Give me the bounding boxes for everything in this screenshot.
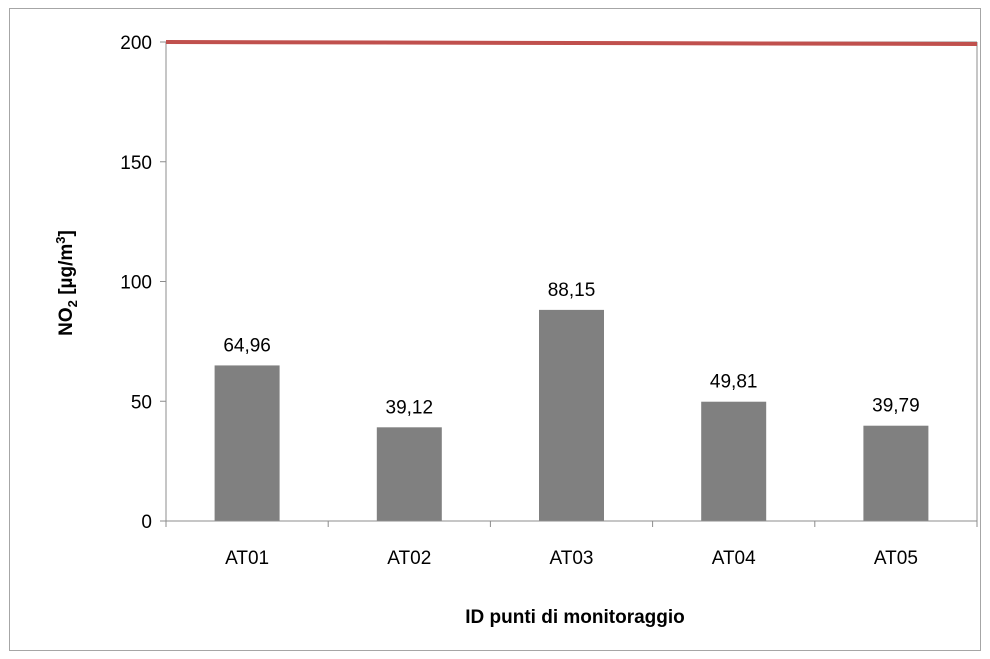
- data-label: 64,96: [223, 335, 271, 356]
- x-tick-label: AT05: [874, 548, 918, 569]
- y-tick-label: 0: [141, 512, 152, 533]
- y-axis-title-superscript: 3: [53, 237, 68, 244]
- data-label: 49,81: [710, 372, 758, 393]
- bar-at01: [214, 365, 280, 521]
- y-axis-title-unit: [µg/m: [56, 244, 77, 300]
- bar-at02: [376, 427, 442, 521]
- plot-area: 0 50 100 150 200 64,96 AT01 39,12 AT02 88,15 AT03 4…: [120, 33, 978, 569]
- bar-at04: [701, 401, 767, 521]
- x-tick-label: AT02: [387, 548, 431, 569]
- bar-at03: [539, 309, 604, 521]
- y-tick-label: 50: [131, 392, 152, 413]
- x-tick-label: AT04: [712, 548, 756, 569]
- data-label: 39,12: [386, 397, 434, 418]
- x-tick-label: AT01: [225, 548, 269, 569]
- x-axis-title: ID punti di monitoraggio: [465, 607, 685, 628]
- y-axis-title-unit-close: ]: [56, 230, 77, 236]
- chart-frame: [9, 8, 981, 651]
- reference-limit-line: [165, 40, 978, 46]
- y-axis-title-prefix: NO: [56, 307, 77, 336]
- y-tick-label: 100: [120, 273, 152, 294]
- y-tick-label: 150: [120, 153, 152, 174]
- bar-at05: [863, 425, 929, 521]
- x-tick-label: AT03: [549, 548, 593, 569]
- data-label: 88,15: [548, 280, 596, 301]
- y-tick-label: 200: [120, 33, 152, 54]
- data-label: 39,79: [872, 396, 920, 417]
- y-axis-title: NO2 [µg/m3]: [53, 230, 80, 336]
- y-axis-title-subscript: 2: [65, 300, 80, 307]
